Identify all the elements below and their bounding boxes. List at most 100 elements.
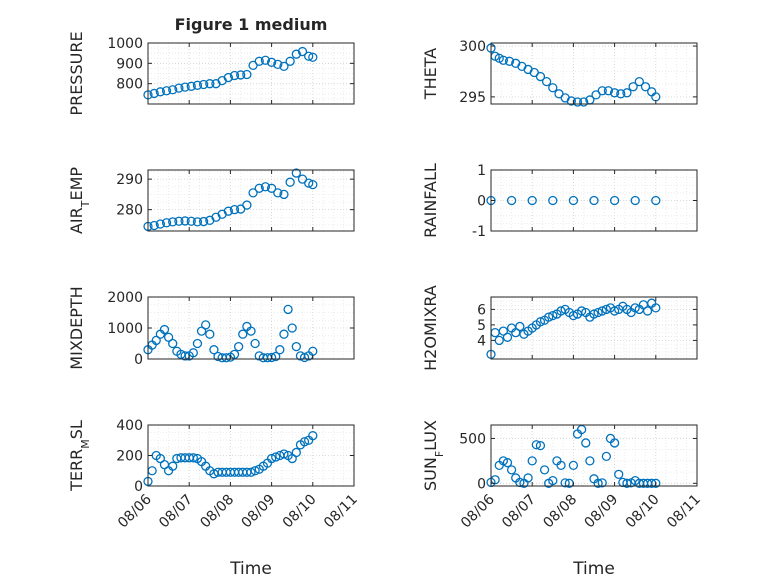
data-point	[279, 61, 289, 72]
data-point	[285, 56, 295, 66]
data-point	[149, 88, 159, 99]
data-point	[192, 338, 203, 349]
data-point	[229, 349, 240, 360]
data-point	[174, 216, 184, 226]
data-point	[568, 195, 579, 206]
data-point	[502, 458, 513, 468]
data-point	[192, 80, 203, 90]
subplot-mixdepth: 0 1000 2000 MIXDEPTH	[67, 286, 355, 370]
data-point	[180, 82, 190, 92]
data-point	[548, 475, 558, 486]
data-point	[585, 456, 595, 466]
data-point	[273, 59, 283, 69]
data-point	[250, 466, 260, 476]
data-point	[609, 195, 620, 206]
data-point	[616, 89, 626, 99]
data-point	[628, 82, 638, 92]
data-point	[548, 83, 558, 93]
data-point	[201, 320, 211, 330]
data-point	[238, 329, 248, 339]
data-point	[279, 329, 289, 339]
axes-box	[490, 296, 698, 360]
data-point	[527, 456, 537, 466]
data-point	[188, 348, 198, 358]
data-point	[223, 206, 233, 216]
data-point	[155, 87, 166, 97]
data-point	[560, 478, 570, 488]
y-tick-label: 1000	[107, 36, 143, 52]
data-point	[299, 437, 310, 447]
data-point	[266, 453, 277, 464]
data-point	[159, 324, 170, 335]
data-point	[279, 449, 289, 459]
data-point	[589, 309, 599, 319]
subplot-rainfall: -1 0 1 RAINFALL	[421, 163, 698, 240]
y-axis-label: TERRMSL	[67, 420, 92, 492]
figure-title: Figure 1 medium	[175, 15, 328, 34]
y-tick-label: 295	[459, 90, 486, 106]
y-tick-label: 800	[116, 77, 143, 93]
data-point	[498, 326, 509, 336]
subplot-theta: 295 300 THETA	[421, 39, 698, 107]
data-point	[271, 452, 281, 462]
data-point	[651, 195, 661, 206]
data-point	[597, 306, 607, 316]
data-point	[266, 183, 277, 193]
data-point	[168, 461, 178, 471]
data-point	[603, 86, 614, 96]
x-axis-label-left: Time	[229, 559, 272, 579]
data-point	[285, 177, 295, 187]
y-tick-label: 200	[116, 449, 143, 465]
y-tick-label: 300	[459, 39, 486, 55]
data-point	[155, 219, 166, 229]
data-point	[651, 303, 661, 313]
y-tick-label: 900	[116, 56, 143, 72]
data-point	[242, 69, 252, 80]
data-point	[254, 183, 264, 193]
axes-box	[147, 169, 355, 232]
data-point	[248, 188, 258, 198]
y-tick-label: 0	[134, 479, 143, 495]
data-point	[498, 55, 509, 65]
data-point	[254, 56, 264, 66]
data-point	[504, 56, 515, 66]
y-axis-label: THETA	[421, 48, 440, 100]
data-point	[601, 451, 612, 462]
data-point	[515, 321, 525, 332]
data-point	[609, 306, 620, 316]
data-point	[593, 478, 603, 488]
data-point	[634, 76, 644, 87]
data-point	[544, 312, 554, 322]
data-point	[283, 304, 293, 315]
data-point	[287, 323, 297, 333]
data-point	[168, 217, 178, 227]
data-point	[209, 345, 219, 355]
data-point	[535, 440, 546, 451]
data-point	[168, 338, 178, 349]
data-point	[640, 82, 651, 92]
data-point	[196, 326, 207, 336]
data-point	[273, 188, 283, 198]
data-point	[151, 335, 161, 346]
data-point	[506, 195, 517, 206]
data-point	[242, 200, 252, 210]
y-tick-label: 500	[459, 431, 486, 447]
y-tick-label: 4	[477, 333, 486, 349]
x-axis-label-right: Time	[572, 559, 615, 579]
data-point	[279, 189, 289, 200]
data-point	[527, 195, 537, 206]
data-point	[174, 83, 184, 93]
y-tick-label: 0	[134, 352, 143, 368]
data-point	[541, 76, 552, 87]
data-point	[581, 438, 591, 448]
data-point	[548, 195, 558, 206]
y-tick-label: 400	[116, 418, 143, 434]
data-point	[506, 465, 517, 475]
data-point	[622, 88, 632, 98]
data-point	[198, 79, 209, 90]
data-point	[229, 70, 240, 81]
data-point	[266, 352, 277, 363]
data-point	[630, 303, 640, 313]
y-tick-label: 0	[477, 476, 486, 492]
